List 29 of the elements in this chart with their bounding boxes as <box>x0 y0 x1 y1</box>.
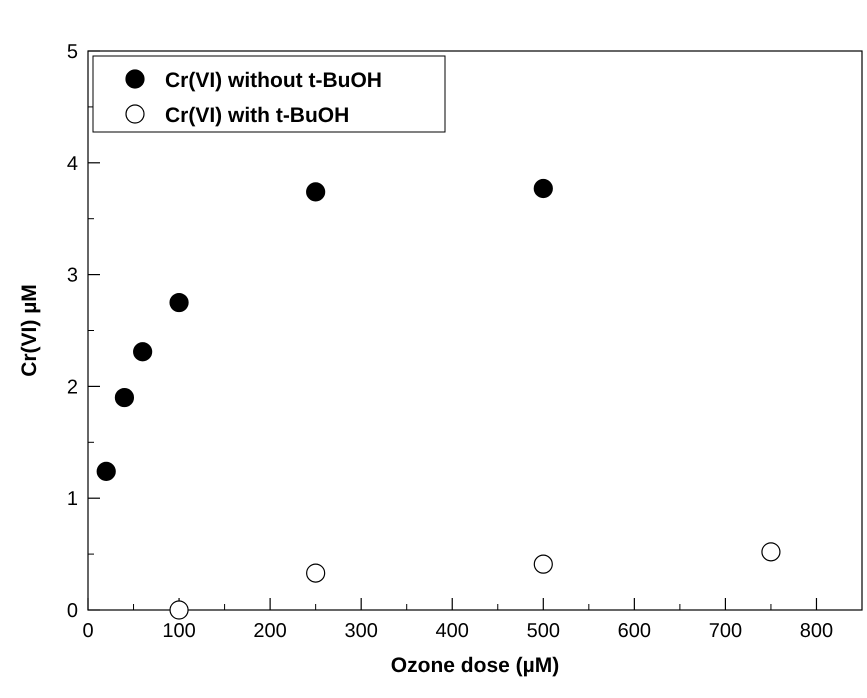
point <box>534 554 553 574</box>
x-tick-label: 400 <box>436 620 469 642</box>
point <box>96 462 116 481</box>
point <box>169 292 189 312</box>
x-tick-label: 800 <box>800 620 834 642</box>
point <box>306 564 326 583</box>
x-tick-label: 600 <box>618 620 652 642</box>
x-tick-label: 0 <box>82 620 94 642</box>
point <box>169 600 189 620</box>
y-tick-label: 3 <box>66 264 78 287</box>
x-tick-label: 300 <box>344 620 378 642</box>
point <box>761 542 781 562</box>
x-tick-label: 200 <box>253 620 287 642</box>
y-tick-label: 1 <box>66 488 78 510</box>
y-tick-label: 0 <box>66 600 78 622</box>
point <box>534 178 553 198</box>
point <box>306 182 326 202</box>
legend-label: Cr(VI) with t-BuOH <box>165 104 350 127</box>
point <box>133 342 152 362</box>
legend-label: Cr(VI) without t-BuOH <box>165 69 382 92</box>
x-tick-label: 700 <box>708 620 742 642</box>
y-axis-title: Cr(VI) µM <box>18 284 41 377</box>
y-tick-label: 5 <box>66 41 78 63</box>
y-tick-label: 2 <box>66 376 78 398</box>
y-tick-label: 4 <box>66 152 78 175</box>
point <box>114 388 134 408</box>
x-tick-label: 500 <box>526 620 560 642</box>
x-tick-label: 100 <box>162 620 196 642</box>
x-axis-title: Ozone dose (µM) <box>390 654 560 677</box>
